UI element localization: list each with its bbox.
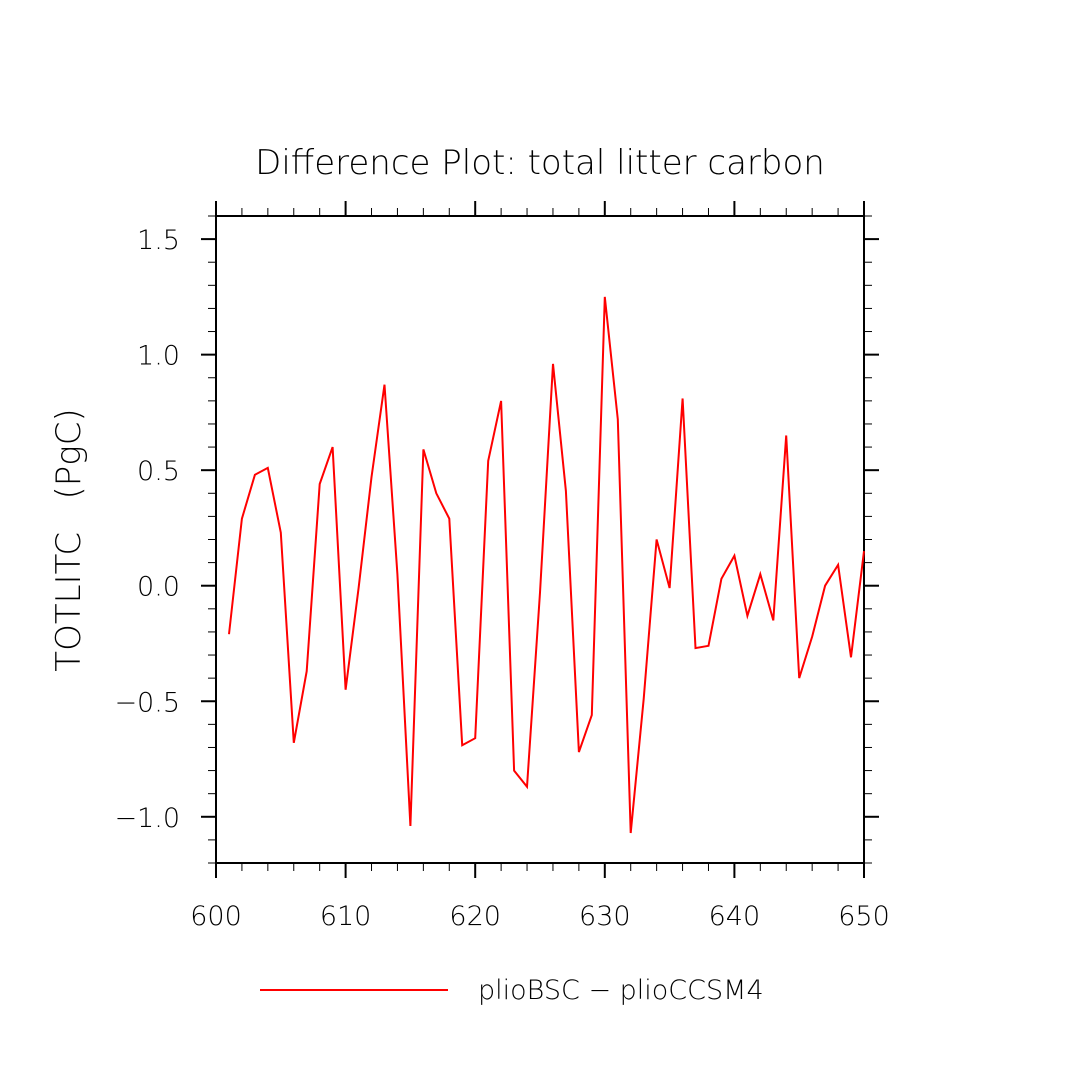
y-axis-label: TOTLITC (PgC) xyxy=(49,408,89,671)
x-tick-label: 630 xyxy=(579,901,631,932)
minor-ticks xyxy=(208,208,872,871)
legend: plioBSC − plioCCSM4 xyxy=(260,975,764,1006)
x-tick-label: 640 xyxy=(709,901,761,932)
tick-labels: 600 610 620 630 640 650 −1.0 −0.5 0.0 0.5 1.0 1.5 xyxy=(114,225,889,932)
y-tick-label: −0.5 xyxy=(114,687,180,718)
y-tick-label: −1.0 xyxy=(114,803,180,834)
y-tick-label: 0.0 xyxy=(137,572,180,603)
y-tick-label: 1.5 xyxy=(137,225,180,256)
chart-title: Difference Plot: total litter carbon xyxy=(255,143,825,183)
series-layer xyxy=(228,296,865,834)
major-ticks xyxy=(201,201,879,878)
x-tick-label: 650 xyxy=(838,901,890,932)
y-tick-label: 1.0 xyxy=(137,341,180,372)
legend-label: plioBSC − plioCCSM4 xyxy=(478,975,764,1006)
x-tick-label: 600 xyxy=(190,901,242,932)
x-tick-label: 620 xyxy=(449,901,501,932)
series-line xyxy=(228,296,865,834)
x-tick-label: 610 xyxy=(320,901,372,932)
plot-frame xyxy=(215,215,865,864)
y-tick-label: 0.5 xyxy=(137,456,180,487)
